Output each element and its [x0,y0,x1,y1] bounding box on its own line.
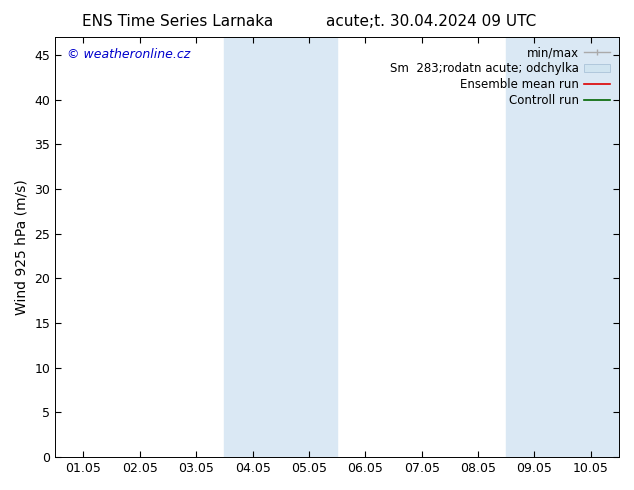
Text: © weatheronline.cz: © weatheronline.cz [67,48,190,61]
Bar [281,37,337,457]
Bar [562,37,619,457]
Text: ENS Time Series Larnaka: ENS Time Series Larnaka [82,14,273,29]
Bar [224,37,281,457]
Y-axis label: Wind 925 hPa (m/s): Wind 925 hPa (m/s) [15,179,29,315]
Text: acute;t. 30.04.2024 09 UTC: acute;t. 30.04.2024 09 UTC [326,14,536,29]
Bar [507,37,562,457]
Legend: min/max, Sm  283;rodatn acute; odchylka, Ensemble mean run, Controll run: min/max, Sm 283;rodatn acute; odchylka, … [387,43,613,111]
